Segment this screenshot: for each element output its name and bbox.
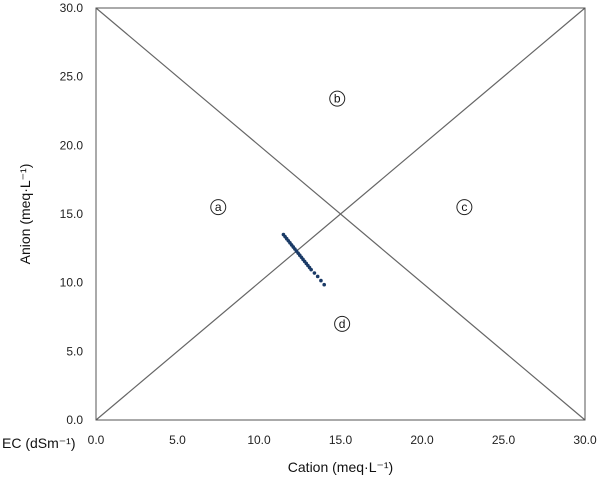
y-tick-label: 25.0 — [60, 70, 84, 84]
region-label-c: c — [456, 199, 473, 216]
reference-line-2 — [95, 7, 586, 421]
x-tick-label: 0.0 — [88, 433, 105, 447]
region-circle — [210, 199, 227, 216]
x-tick-label: 10.0 — [247, 433, 271, 447]
region-circle — [334, 315, 351, 332]
y-axis-label: Anion (meq·L⁻¹) — [17, 164, 33, 265]
y-tick-label: 0.0 — [66, 413, 83, 427]
x-axis-label: Cation (meq·L⁻¹) — [288, 459, 393, 475]
y-tick-label: 30.0 — [60, 1, 84, 15]
data-points — [281, 232, 327, 287]
region-labels: a b c d — [210, 90, 473, 332]
region-label-b: b — [329, 90, 346, 107]
y-tick-label: 10.0 — [60, 276, 84, 290]
data-point — [312, 271, 317, 275]
x-tick-label: 20.0 — [410, 433, 434, 447]
data-point — [315, 274, 320, 279]
y-tick-label: 20.0 — [60, 138, 84, 152]
reference-lines — [95, 7, 586, 421]
x-tick-label: 30.0 — [573, 433, 597, 447]
data-point — [322, 282, 327, 287]
region-circle — [456, 199, 473, 216]
plot-frame — [95, 7, 586, 421]
region-label-d: d — [334, 315, 351, 332]
region-circle — [329, 90, 346, 107]
region-letter: d — [339, 317, 346, 331]
y-tick-labels: 0.0 5.0 10.0 15.0 20.0 25.0 30.0 — [60, 1, 84, 427]
y-tick-label: 5.0 — [66, 344, 83, 358]
data-point — [309, 267, 313, 272]
region-letter: b — [334, 92, 341, 106]
region-letter: a — [215, 200, 222, 214]
data-point — [319, 278, 323, 283]
ec-corner-label: EC (dSm⁻¹) — [2, 435, 76, 451]
region-label-a: a — [210, 199, 227, 216]
y-tick-label: 15.0 — [60, 207, 84, 221]
x-tick-labels: 0.0 5.0 10.0 15.0 20.0 25.0 30.0 — [88, 433, 597, 447]
x-tick-label: 25.0 — [492, 433, 516, 447]
region-letter: c — [461, 200, 467, 214]
x-tick-label: 15.0 — [329, 433, 353, 447]
x-tick-label: 5.0 — [169, 433, 186, 447]
